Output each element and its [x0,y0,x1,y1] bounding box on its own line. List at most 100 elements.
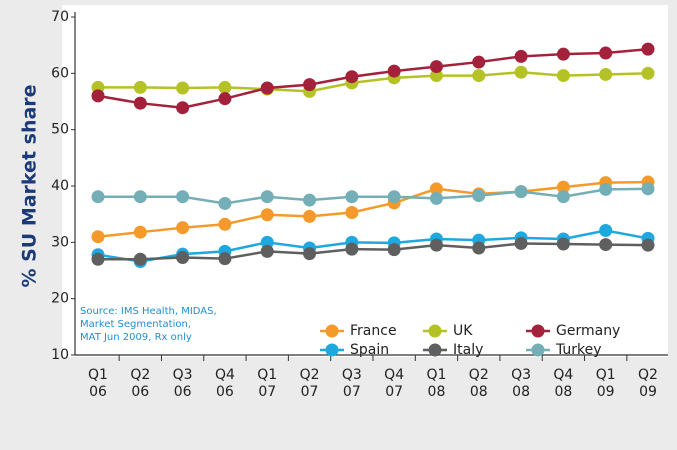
data-point [641,42,655,56]
x-tick-label: Q4 08 [553,367,573,400]
data-point [556,190,570,204]
data-point [556,237,570,251]
data-point [345,242,359,256]
data-point [514,49,528,63]
x-tick-label-line: 07 [301,384,319,400]
data-point [133,252,147,266]
x-tick-label-line: 07 [258,384,276,400]
x-tick-label-line: Q1 [426,367,446,383]
x-tick-label-line: Q3 [342,367,362,383]
data-point [176,251,190,265]
data-point [641,66,655,80]
data-point [218,252,232,266]
series-line [97,180,649,238]
x-tick-label-line: Q2 [130,367,150,383]
data-point [260,235,274,249]
x-tick-label: Q1 06 [88,367,108,400]
series-line [98,242,649,261]
x-tick-label-line: 08 [428,384,446,400]
data-point [429,69,443,83]
series-line [98,70,649,93]
plot-background [62,5,668,357]
x-tick-label-line: 06 [174,384,192,400]
series-line [98,187,649,205]
data-point [556,69,570,83]
x-tick-label-line: Q2 [469,367,489,383]
x-tick-label: Q4 06 [215,367,235,400]
x-tick-label: Q1 08 [426,367,446,400]
y-axis-title: % SU Market share [19,84,41,287]
data-point [91,230,105,244]
x-tick-label-line: Q1 [257,367,277,383]
data-point [133,225,147,239]
y-tick-label: 20 [51,291,69,307]
data-point [345,205,359,219]
legend-label: Italy [453,342,483,358]
source-line: Source: IMS Health, MIDAS, [80,306,217,317]
data-point [345,190,359,204]
data-point [429,60,443,74]
data-point [260,81,274,95]
data-point [641,238,655,252]
legend-marker [428,324,442,338]
data-point [387,64,401,78]
legend-label: UK [453,323,473,339]
data-point [218,196,232,210]
data-point [133,80,147,94]
source-line: MAT Jun 2009, Rx only [80,332,192,343]
y-tick-label: 40 [51,178,69,194]
x-tick-label-line: Q4 [215,367,235,383]
legend-label: Turkey [555,342,602,358]
data-point [91,252,105,266]
data-point [472,189,486,203]
data-point [429,191,443,205]
data-point [599,67,613,81]
source-line: Market Segmentation, [80,319,191,330]
data-point [472,55,486,69]
x-tick-label-line: 08 [512,384,530,400]
x-tick-label-line: Q1 [88,367,108,383]
data-point [218,92,232,106]
data-point [556,180,570,194]
x-tick-label-line: Q2 [638,367,658,383]
data-point [303,247,317,261]
y-tick-label: 70 [51,9,69,25]
data-point [303,78,317,92]
data-point [303,193,317,207]
data-point [429,182,443,196]
data-point [218,217,232,231]
data-point [260,190,274,204]
data-point [345,70,359,84]
legend-marker [531,324,545,338]
y-tick-label: 30 [51,234,69,250]
x-tick-label-line: Q4 [384,367,404,383]
x-tick-label: Q3 06 [173,367,193,400]
series-line [97,229,649,263]
data-point [176,101,190,115]
x-tick-label-line: Q1 [596,367,616,383]
data-point [599,46,613,60]
y-tick-label: 50 [51,122,69,138]
data-point [133,96,147,110]
x-tick-label: Q2 09 [638,367,658,400]
x-tick-label: Q1 07 [257,367,277,400]
x-tick-label-line: Q3 [173,367,193,383]
x-tick-label-line: Q2 [300,367,320,383]
data-point [599,224,613,238]
data-point [514,185,528,199]
data-point [387,190,401,204]
legend-marker [428,343,442,357]
x-tick-label-line: 06 [131,384,149,400]
legend-marker [531,343,545,357]
x-tick-label: Q2 06 [130,367,150,400]
y-tick-label: 60 [51,65,69,81]
x-tick-label: Q3 08 [511,367,531,400]
data-point [260,208,274,222]
x-tick-label-line: 08 [554,384,572,400]
legend-label: France [350,323,397,339]
data-point [260,244,274,258]
legend-marker [325,343,339,357]
data-point [556,47,570,61]
